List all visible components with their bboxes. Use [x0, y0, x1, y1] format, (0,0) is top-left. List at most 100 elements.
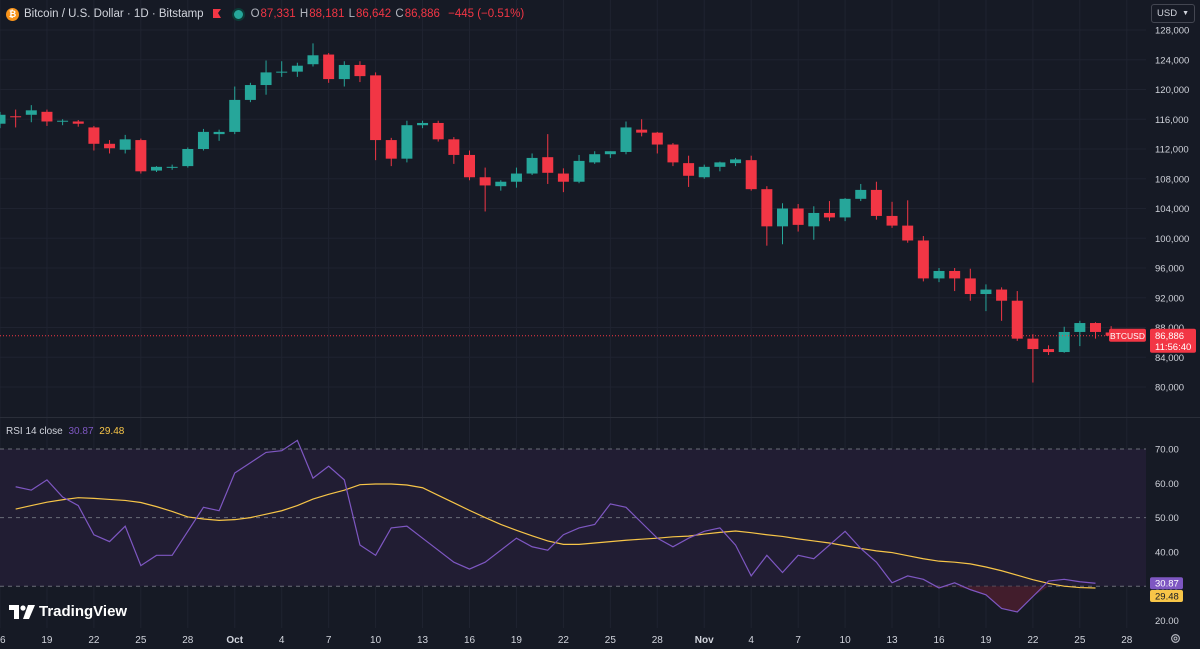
candle-body: [949, 270, 961, 279]
x-tick-label: 19: [41, 635, 53, 646]
candle-body: [417, 122, 429, 126]
symbol-tag: [1109, 328, 1146, 342]
symbol-header: ₿ Bitcoin / U.S. Dollar · 1D · Bitstamp …: [6, 7, 525, 21]
candle-body: [276, 71, 288, 73]
candle-body: [0, 114, 6, 124]
rsi-tick-label: 60.00: [1155, 479, 1179, 490]
y-tick-label: 84,000: [1155, 353, 1184, 364]
candle-body: [244, 85, 256, 100]
currency-label: USD: [1157, 8, 1178, 19]
currency-select[interactable]: USD ▼: [1151, 4, 1195, 23]
candle-body: [589, 154, 601, 163]
x-tick-label: 28: [652, 635, 664, 646]
candle-body: [229, 99, 241, 132]
candle-body: [338, 64, 350, 80]
rsi-oversold-fill: [923, 586, 1049, 612]
candle-body: [72, 121, 84, 124]
gear-icon[interactable]: [1170, 633, 1181, 644]
ohlc-values: O87,331 H88,181 L86,642 C86,886 −445 (−0…: [250, 8, 525, 20]
x-tick-label: 7: [326, 635, 332, 646]
candle-body: [151, 166, 162, 171]
x-tick-label: 28: [182, 635, 194, 646]
candle-body: [41, 111, 53, 122]
tradingview-logo[interactable]: TradingView: [9, 603, 127, 620]
chevron-down-icon: ▼: [1182, 10, 1189, 17]
flag-icon[interactable]: [212, 9, 222, 19]
logo-text: TradingView: [39, 603, 128, 620]
candle-body: [980, 289, 992, 295]
last-price-label: 86,886: [1155, 331, 1184, 342]
symbol-title[interactable]: Bitcoin / U.S. Dollar · 1D · Bitstamp: [24, 8, 204, 20]
rsi-tick-label: 20.00: [1155, 616, 1179, 627]
y-tick-label: 108,000: [1155, 174, 1189, 185]
high-value: 88,181: [309, 8, 345, 20]
candle-body: [636, 129, 648, 133]
x-tick-label: 19: [511, 635, 523, 646]
candle-body: [479, 177, 491, 186]
rsi-legend[interactable]: RSI 14 close 30.87 29.48: [6, 426, 124, 437]
candle-body: [792, 208, 804, 225]
candle-body: [870, 189, 882, 216]
candle-body: [761, 189, 773, 227]
candle-body: [526, 157, 538, 174]
candle-body: [730, 159, 742, 164]
candle-body: [620, 127, 632, 152]
candle-body: [698, 166, 710, 178]
low-value: 86,642: [356, 8, 392, 20]
rsi-plot: [15, 439, 1096, 613]
candle-body: [964, 278, 976, 295]
x-tick-label: 4: [748, 635, 754, 646]
candle-body: [213, 131, 225, 135]
x-tick-label: 16: [464, 635, 476, 646]
rsi-value: 30.87: [68, 426, 94, 437]
x-tick-label: 13: [886, 635, 898, 646]
candle-body: [855, 189, 867, 199]
candle-body: [557, 173, 569, 182]
candle-body: [823, 212, 835, 218]
candle-body: [104, 143, 116, 149]
candle-body: [745, 160, 757, 190]
candle-body: [604, 151, 616, 155]
rsi-ma-tag-label: 29.48: [1155, 591, 1179, 602]
rsi-line: [15, 439, 1096, 613]
y-tick-label: 96,000: [1155, 264, 1184, 275]
y-tick-label: 124,000: [1155, 55, 1189, 66]
candle-body: [996, 289, 1008, 301]
candle-body: [1027, 338, 1039, 350]
candle-body: [25, 110, 37, 115]
rsi-value-tag: [1150, 577, 1183, 590]
x-tick-label: 7: [795, 635, 801, 646]
y-tick-label: 92,000: [1155, 293, 1184, 304]
candle-body: [448, 139, 460, 155]
candle-body: [839, 198, 851, 218]
candle-body: [182, 149, 194, 167]
candle-body: [291, 65, 303, 72]
x-tick-label: 25: [135, 635, 147, 646]
rsi-tick-label: 40.00: [1155, 547, 1179, 558]
candle-body: [354, 64, 366, 77]
y-tick-label: 80,000: [1155, 383, 1184, 394]
x-tick-label: 10: [370, 635, 382, 646]
candle-body: [135, 140, 147, 172]
x-tick-label: 10: [840, 635, 852, 646]
x-tick-label: 22: [88, 635, 100, 646]
candle-body: [401, 125, 413, 159]
y-tick-label: 88,000: [1155, 323, 1184, 334]
x-tick-label: 25: [605, 635, 617, 646]
rsi-levels: [0, 448, 1146, 587]
candle-body: [57, 120, 69, 122]
rsi-tick-label: 70.00: [1155, 445, 1179, 456]
candle-body: [933, 270, 945, 279]
y-tick-label: 128,000: [1155, 26, 1189, 37]
candle-body: [1011, 300, 1023, 339]
market-status-icon: [231, 7, 245, 21]
candle-body: [323, 54, 335, 80]
x-tick-label: Nov: [695, 635, 714, 646]
candle-body: [307, 55, 319, 65]
x-tick-label: Oct: [226, 635, 243, 646]
x-tick-label: 25: [1074, 635, 1086, 646]
change-value: −445 (−0.51%): [448, 8, 525, 20]
rsi-ma-value: 29.48: [99, 426, 125, 437]
candle-body: [886, 215, 898, 226]
